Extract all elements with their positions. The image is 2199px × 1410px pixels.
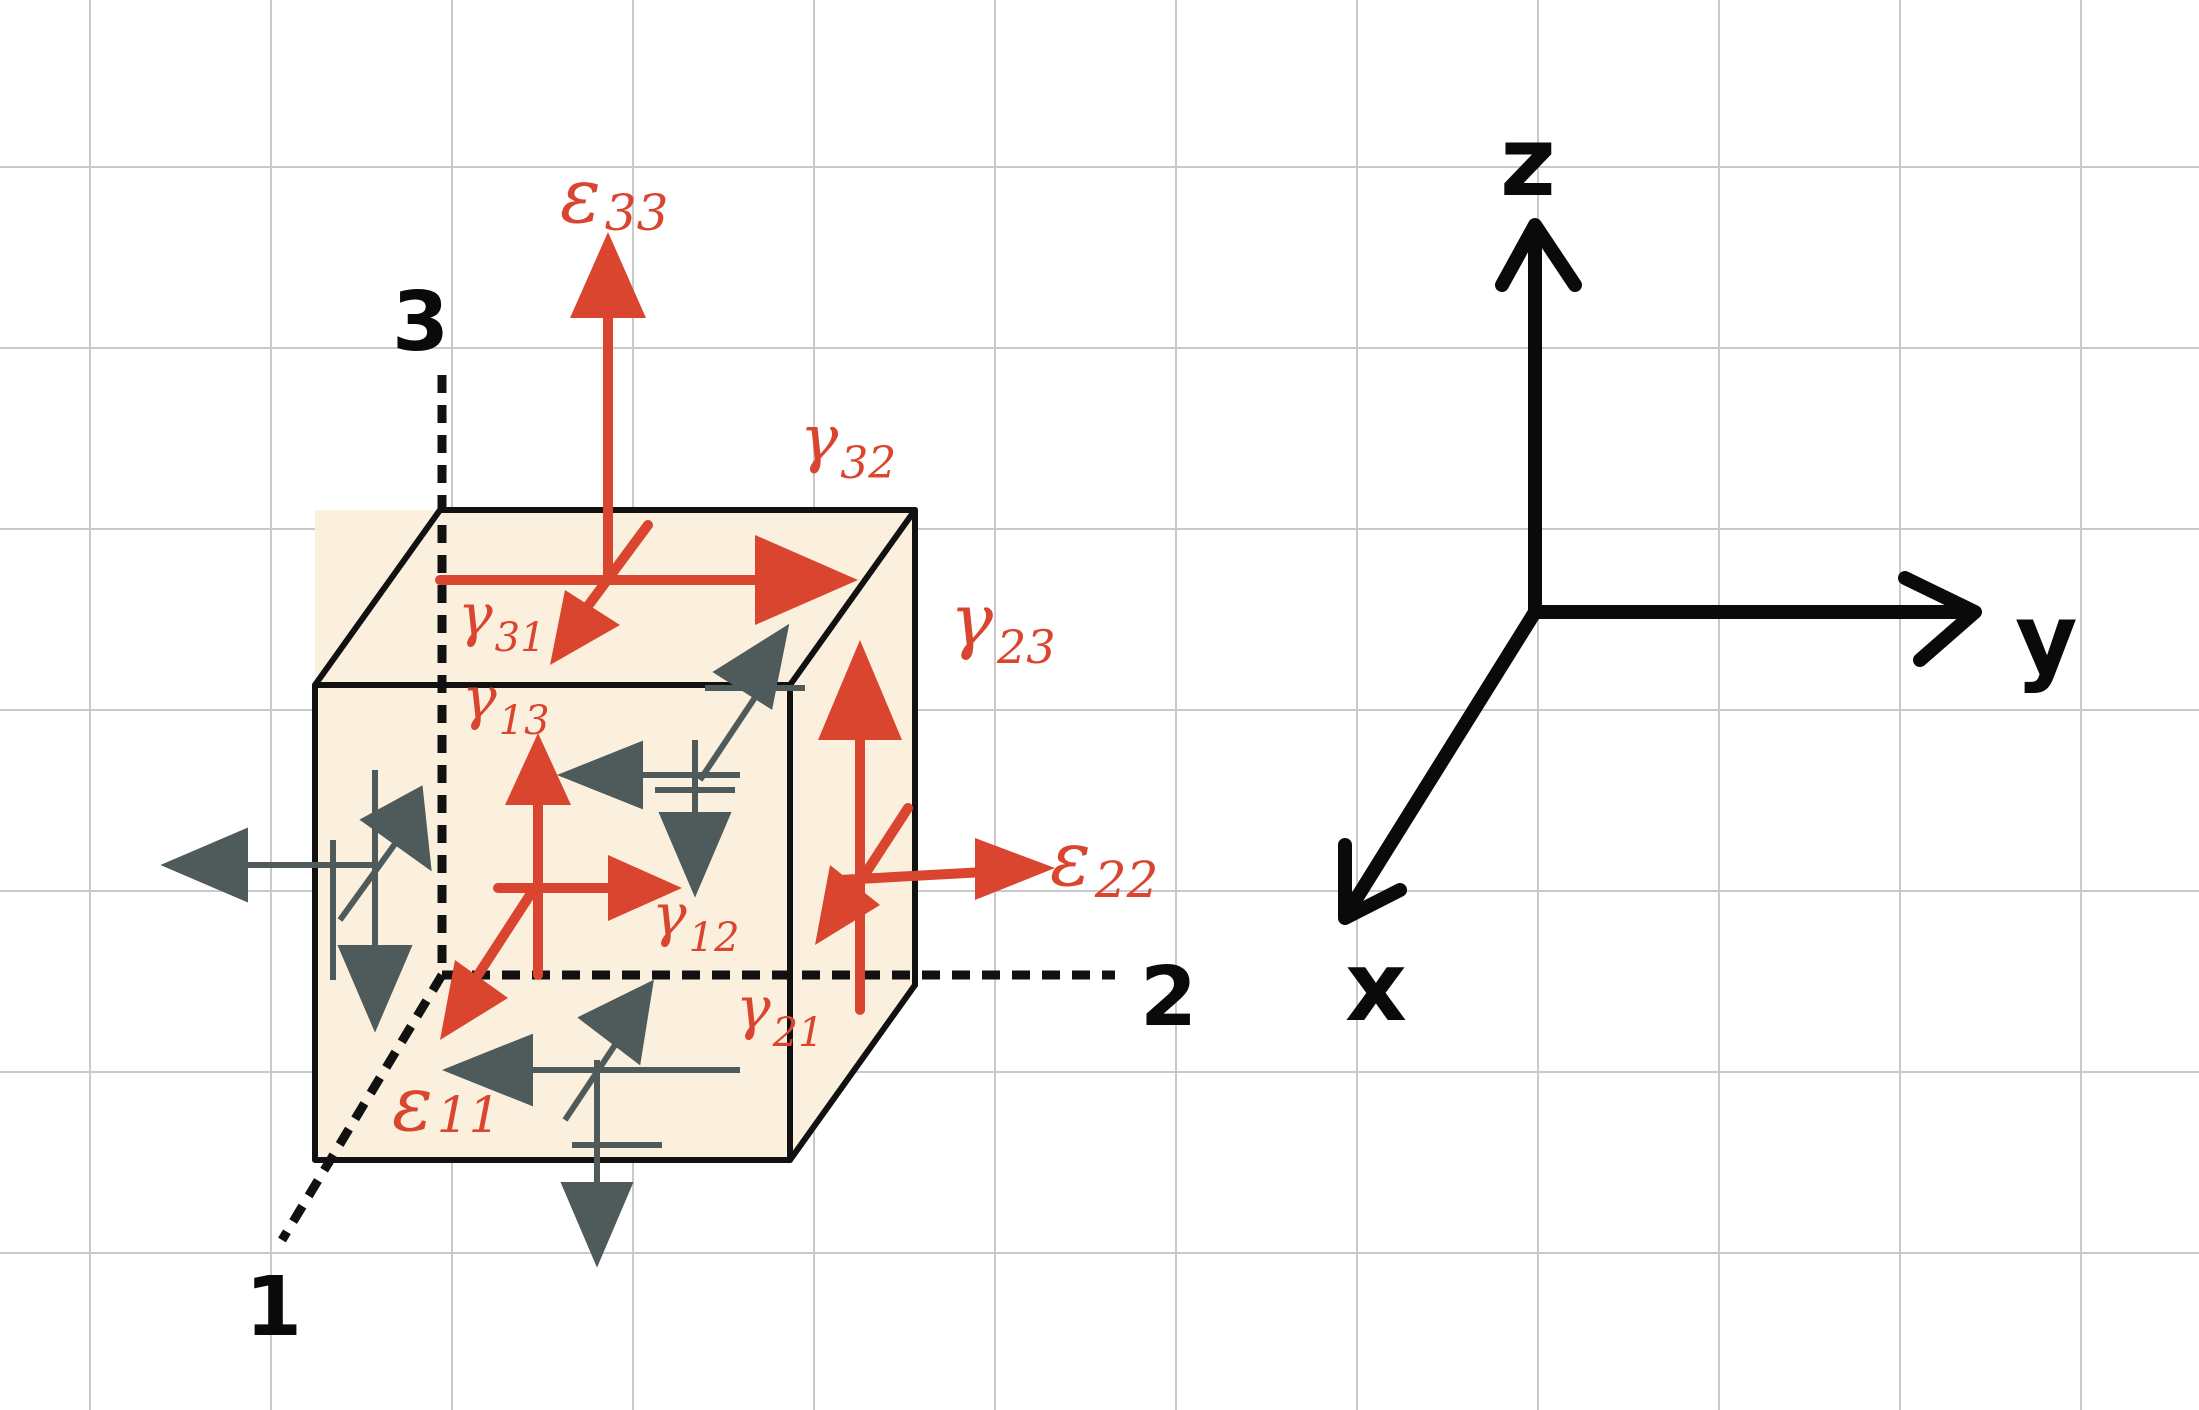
strain-arrows-red [435,232,1055,1040]
strain-arrow-g31-head [550,590,620,665]
label-g23: γ23 [950,578,1056,674]
shear-arrow-left-diag-head [359,785,432,872]
strain-arrow-g13-head [505,733,571,805]
cube-edge-right-bottom [787,982,918,1163]
shear-arrow-front-left-head [556,740,643,810]
x-axis-line [1341,605,1542,919]
y-axis-arrowhead [1898,571,1982,667]
axis-1-dashed [278,972,446,1243]
cube-front-face-outline [312,682,793,1163]
shear-arrow-bottom-diag-head [577,979,654,1066]
x-axis-label: x [1345,931,1407,1043]
strain-arrow-g21 [853,803,913,890]
strain-arrow-e22-head [975,838,1055,900]
axis-1-label: 1 [245,1260,302,1355]
shear-arrow-front-diag [697,688,763,782]
label-g12: γ12 [652,881,740,961]
label-e11: ε11 [392,1059,500,1148]
strain-labels: ε33 ε22 ε11 γ32 γ23 γ31 γ13 γ12 γ21 [392,151,1158,1148]
label-g13: γ13 [462,664,550,744]
label-g32: γ32 [800,402,896,489]
shear-arrow-bottom-left-head [441,1033,533,1107]
strain-arrow-e11 [473,890,535,980]
label-g21: γ21 [736,974,824,1056]
label-g31: γ31 [458,581,546,661]
z-axis-label: z [1500,106,1556,218]
z-axis-arrowhead [1495,218,1582,292]
cube-element [278,375,1115,1243]
strain-arrow-g12-head [608,855,682,921]
shear-arrow-front-down-head [658,812,732,898]
cube-right-face [790,510,915,1160]
cube-edges-back-top [312,507,918,688]
strain-arrow-g23-head [818,640,902,740]
global-axis-labels: z y x [1345,106,2078,1043]
cube-front-face [315,685,790,1160]
strain-arrow-g21-head [815,865,880,945]
shear-arrows-gray [160,623,805,1268]
shear-arrow-left-diag [337,828,408,922]
global-axes [1338,218,1982,925]
x-axis-arrowhead [1338,838,1407,925]
strain-arrow-g31 [580,520,653,615]
shear-arrow-bottom-down-head [560,1182,634,1268]
shear-arrow-left-normal-head [160,827,248,903]
axis-2-label: 2 [1140,950,1197,1045]
label-e33: ε33 [560,151,668,242]
strain-arrow-e33-head [570,232,646,318]
strain-arrow-g32-head [755,535,858,625]
y-axis-label: y [2015,583,2078,695]
shear-arrow-left-down-head [337,945,413,1033]
axis-3-label: 3 [392,275,449,370]
strain-arrow-e11-head [440,960,508,1040]
label-e22: ε22 [1050,814,1158,909]
material-axis-labels: 3 2 1 [245,275,1197,1355]
